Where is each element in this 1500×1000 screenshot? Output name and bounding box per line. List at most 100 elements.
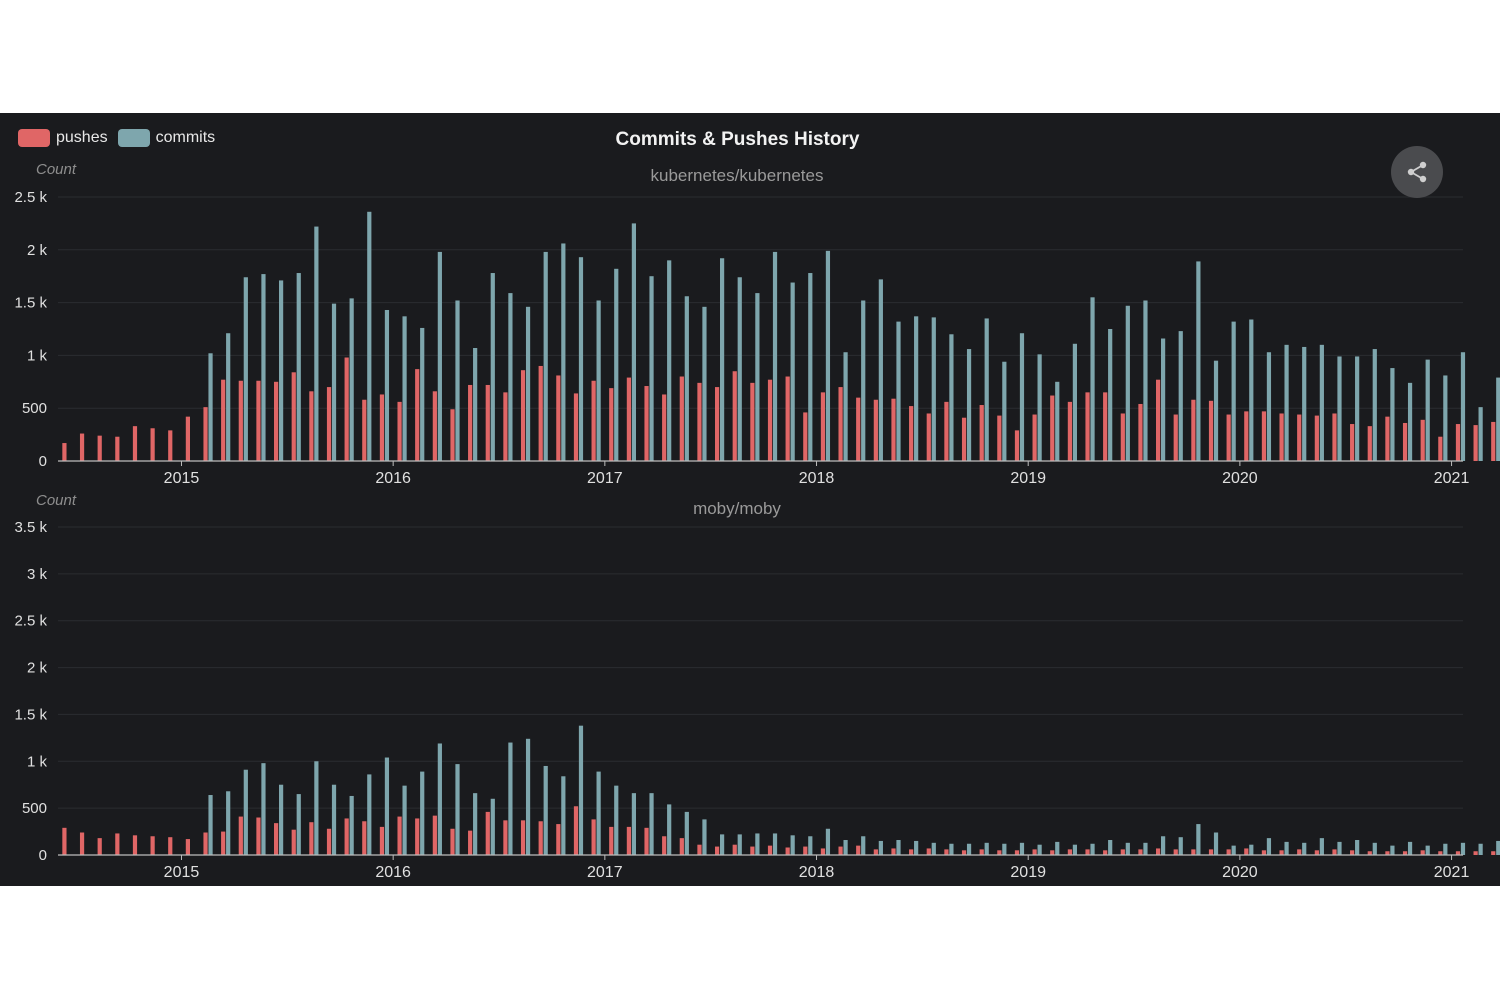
bar-pushes (556, 375, 561, 461)
bar-commits (1125, 842, 1130, 855)
bar-pushes (1085, 392, 1090, 461)
bar-pushes (1473, 425, 1478, 461)
bar-pushes (715, 387, 720, 461)
bar-commits (949, 843, 954, 855)
y-tick-label: 1.5 k (14, 706, 47, 723)
bar-commits (402, 316, 407, 461)
bar-pushes (573, 806, 579, 855)
bar-commits (1337, 356, 1342, 461)
bar-pushes (520, 370, 526, 461)
bar-pushes (97, 838, 102, 855)
bar-commits (631, 793, 636, 855)
bar-commits (314, 761, 319, 855)
bar-commits (631, 223, 636, 461)
bar-pushes (1350, 850, 1355, 855)
bar-commits (1460, 842, 1466, 855)
bar-pushes (697, 844, 702, 855)
bar-pushes (415, 369, 420, 461)
bar-commits (261, 274, 266, 461)
bar-commits (578, 257, 584, 461)
legend-item-pushes[interactable]: pushes (18, 129, 108, 147)
bar-commits (349, 795, 354, 855)
bar-commits (296, 794, 301, 855)
bar-commits (1037, 844, 1042, 855)
bar-pushes (256, 817, 261, 855)
y-tick-label: 2 k (27, 660, 48, 677)
bar-commits (684, 811, 689, 855)
bar-pushes (944, 401, 949, 461)
bar-pushes (468, 830, 473, 855)
bar-commits (455, 300, 460, 461)
y-tick-label: 1 k (27, 753, 48, 770)
bar-commits (1319, 838, 1324, 855)
y-tick-label: 500 (22, 400, 47, 417)
bar-pushes (344, 357, 349, 461)
y-tick-label: 3 k (27, 566, 48, 583)
bar-commits (331, 784, 337, 855)
y-axis-title: Count (36, 161, 77, 178)
bar-commits (1390, 845, 1395, 855)
bar-commits (1266, 352, 1272, 461)
bar-commits (1019, 842, 1025, 855)
y-tick-label: 0 (39, 847, 47, 864)
bar-commits (1284, 344, 1289, 461)
bar-commits (1460, 352, 1466, 461)
bar-pushes (538, 821, 543, 855)
bar-commits (1143, 300, 1148, 461)
bar-commits (702, 306, 707, 461)
legend-item-commits[interactable]: commits (117, 129, 216, 147)
bar-commits (843, 352, 848, 461)
x-tick-label: 2019 (1010, 864, 1046, 881)
bar-pushes (644, 386, 649, 461)
bar-pushes (1491, 851, 1496, 855)
bar-pushes (291, 372, 296, 461)
bar-pushes (1279, 850, 1284, 855)
bar-commits (755, 833, 760, 855)
legend-swatch-pushes (18, 129, 50, 147)
bar-commits (984, 842, 989, 855)
bar-pushes (573, 393, 579, 461)
bar-commits (720, 834, 725, 855)
bar-commits (1213, 832, 1219, 855)
bar-pushes (238, 380, 243, 461)
bar-pushes (1138, 849, 1143, 855)
bar-pushes (203, 832, 208, 855)
bar-commits (1231, 845, 1236, 855)
bar-pushes (1420, 850, 1425, 855)
bar-pushes (662, 836, 667, 855)
bar-pushes (97, 435, 102, 461)
bar-commits (1178, 331, 1183, 461)
bar-commits (279, 280, 284, 461)
bar-pushes (1244, 411, 1249, 461)
bar-commits (843, 840, 848, 855)
bar-pushes (1156, 848, 1161, 855)
bar-pushes (1120, 413, 1125, 461)
share-button[interactable] (1391, 146, 1443, 198)
bar-commits (1072, 844, 1077, 855)
bar-commits (878, 840, 883, 855)
bar-pushes (909, 849, 914, 855)
bar-commits (966, 349, 972, 461)
bar-commits (966, 843, 972, 855)
bar-pushes (238, 816, 243, 855)
bar-pushes (520, 820, 526, 855)
bar-commits (1002, 843, 1007, 855)
bar-commits (684, 296, 689, 461)
bar-pushes (1067, 401, 1072, 461)
bar-pushes (838, 387, 843, 461)
bar-pushes (961, 850, 967, 855)
bar-commits (755, 293, 760, 461)
bar-commits (808, 836, 813, 855)
legend-label-commits: commits (155, 129, 216, 146)
bar-pushes (979, 849, 984, 855)
legend: pushes commits (18, 129, 215, 147)
bar-commits (878, 279, 883, 461)
bar-pushes (1014, 850, 1020, 855)
bar-pushes (1173, 849, 1178, 855)
bar-pushes (450, 409, 455, 461)
bar-pushes (1244, 848, 1249, 855)
bar-pushes (644, 827, 649, 855)
bar-commits (649, 793, 654, 855)
bar-commits (1161, 338, 1166, 461)
bar-pushes (1173, 414, 1178, 461)
